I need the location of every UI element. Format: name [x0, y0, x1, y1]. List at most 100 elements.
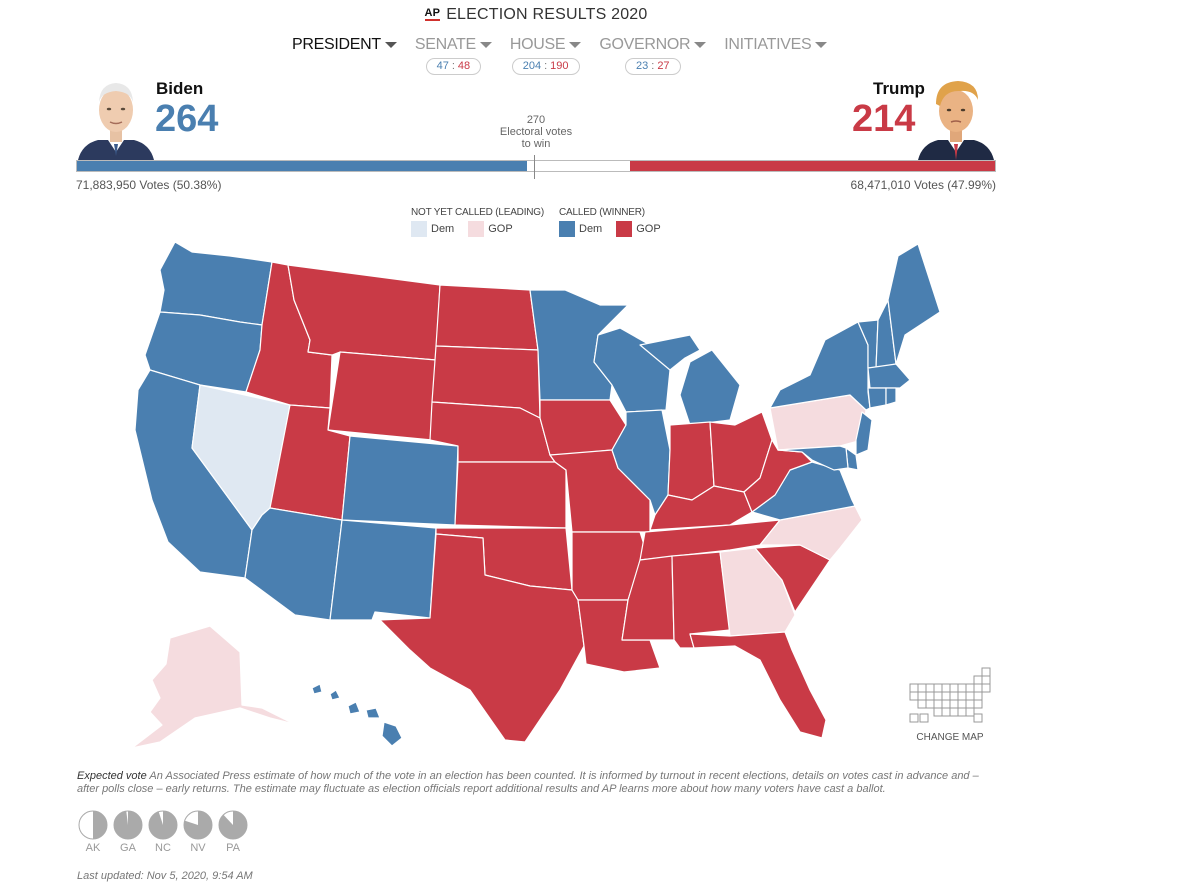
pie-chart-icon [218, 810, 248, 840]
legend-label-dem: Dem [431, 223, 455, 235]
tab-label: PRESIDENT [292, 36, 381, 53]
dem-seat-count: 204 [522, 60, 542, 72]
pie-chart-icon [113, 810, 143, 840]
legend-swatch-dem-called [559, 221, 575, 237]
seat-count-badge: 23:27 [625, 58, 681, 75]
expected-vote-note: Expected vote An Associated Press estima… [77, 770, 997, 796]
state-co[interactable] [341, 435, 459, 526]
ap-logo: AP [424, 7, 441, 21]
tab-house[interactable]: HOUSE 204:190 [509, 36, 582, 75]
pie-slice [114, 811, 142, 839]
electoral-vote-bar [76, 155, 996, 179]
legend-label-dem: Dem [579, 223, 603, 235]
tab-label: HOUSE [509, 36, 566, 53]
dem-seat-count: 47 [436, 60, 449, 72]
pie-state-label: PA [226, 842, 240, 854]
tab-senate[interactable]: SENATE 47:48 [415, 36, 492, 75]
page-title: ELECTION RESULTS 2020 [446, 6, 648, 23]
pie-state-label: AK [85, 842, 101, 854]
dem-electoral-votes: 264 [155, 98, 219, 140]
expected-vote-pie: AK [77, 809, 109, 854]
grid-map-icon [909, 667, 991, 723]
dem-candidate-name: Biden [156, 79, 204, 98]
state-ri[interactable] [885, 387, 897, 406]
win-threshold-marker [534, 155, 536, 179]
state-ak[interactable] [131, 625, 295, 749]
legend-swatch-gop-called [616, 221, 633, 237]
legend-title: CALLED (WINNER) [559, 207, 645, 218]
chevron-down-icon [694, 42, 707, 48]
state-il[interactable] [611, 409, 671, 516]
count-separator: : [651, 60, 655, 72]
pie-chart-icon [148, 810, 178, 840]
gop-ev-fill [629, 161, 995, 171]
state-wv[interactable] [743, 439, 813, 513]
tab-label: INITIATIVES [724, 36, 812, 53]
gop-electoral-votes: 214 [852, 98, 916, 140]
state-ny[interactable] [769, 321, 871, 411]
win-threshold-label: 270 Electoral votes to win [486, 114, 586, 150]
state-az[interactable] [244, 507, 343, 621]
race-tabs: PRESIDENT SENATE 47:48 HOUSE 204:190 GOV… [292, 36, 828, 75]
state-nj[interactable] [855, 411, 873, 456]
chevron-down-icon [479, 42, 492, 48]
expected-vote-pie: NC [147, 809, 179, 854]
threshold-number: 270 [526, 114, 546, 126]
gop-candidate-portrait [916, 76, 996, 160]
threshold-line2: to win [521, 138, 551, 150]
state-ks[interactable] [454, 461, 567, 529]
tab-label: GOVERNOR [599, 36, 691, 53]
legend-swatch-dem-leading [411, 221, 427, 237]
chevron-down-icon [815, 42, 828, 48]
legend-label-gop: GOP [636, 223, 661, 235]
pie-chart-icon [78, 810, 108, 840]
dem-ev-fill [77, 161, 528, 171]
expected-vote-pie: GA [112, 809, 144, 854]
tab-initiatives[interactable]: INITIATIVES [724, 36, 828, 75]
state-in[interactable] [667, 421, 715, 501]
chevron-down-icon [569, 42, 582, 48]
state-tx[interactable] [379, 533, 585, 743]
gop-seat-count: 48 [457, 60, 471, 72]
state-fl[interactable] [689, 631, 827, 739]
state-ia[interactable] [539, 399, 627, 456]
state-wy[interactable] [327, 351, 437, 441]
tab-governor[interactable]: GOVERNOR 23:27 [599, 36, 707, 75]
state-ma[interactable] [867, 363, 911, 389]
gop-popular-vote: 68,471,010 Votes (47.99%) [850, 178, 996, 192]
tab-label: SENATE [414, 36, 476, 53]
pie-slice [219, 811, 247, 839]
state-wa[interactable] [159, 241, 273, 326]
expected-vote-text: An Associated Press estimate of how much… [77, 770, 979, 795]
state-mt[interactable] [287, 264, 441, 361]
change-map-button[interactable]: CHANGE MAP [906, 666, 994, 743]
pie-state-label: GA [120, 842, 136, 854]
gop-seat-count: 27 [657, 60, 670, 72]
dem-popular-vote: 71,883,950 Votes (50.38%) [76, 178, 222, 192]
chevron-down-icon [384, 42, 397, 48]
legend-title: NOT YET CALLED (LEADING) [411, 207, 545, 218]
state-nd[interactable] [435, 284, 539, 351]
seat-count-badge: 47:48 [425, 58, 482, 75]
legend-called: CALLED (WINNER) Dem GOP [559, 207, 671, 237]
tab-president[interactable]: PRESIDENT [292, 36, 397, 75]
state-mi[interactable] [639, 334, 741, 426]
state-nm[interactable] [329, 519, 437, 621]
expected-vote-pie: PA [217, 809, 249, 854]
gop-candidate-name: Trump [873, 79, 925, 98]
state-ct[interactable] [867, 387, 887, 409]
pie-state-label: NV [190, 842, 206, 854]
state-me[interactable] [887, 243, 941, 365]
state-hi[interactable] [311, 683, 403, 747]
threshold-line1: Electoral votes [499, 126, 573, 138]
legend-swatch-gop-leading [468, 221, 485, 237]
legend-not-called: NOT YET CALLED (LEADING) Dem GOP [411, 207, 544, 237]
gop-seat-count: 190 [550, 60, 569, 72]
expected-vote-term: Expected vote [77, 770, 147, 782]
dem-seat-count: 23 [636, 60, 649, 72]
state-md[interactable] [777, 445, 849, 471]
pie-slice [184, 811, 212, 839]
legend-label-gop: GOP [488, 223, 513, 235]
results-header: AP ELECTION RESULTS 2020 [0, 6, 1072, 24]
pie-state-label: NC [155, 842, 171, 854]
